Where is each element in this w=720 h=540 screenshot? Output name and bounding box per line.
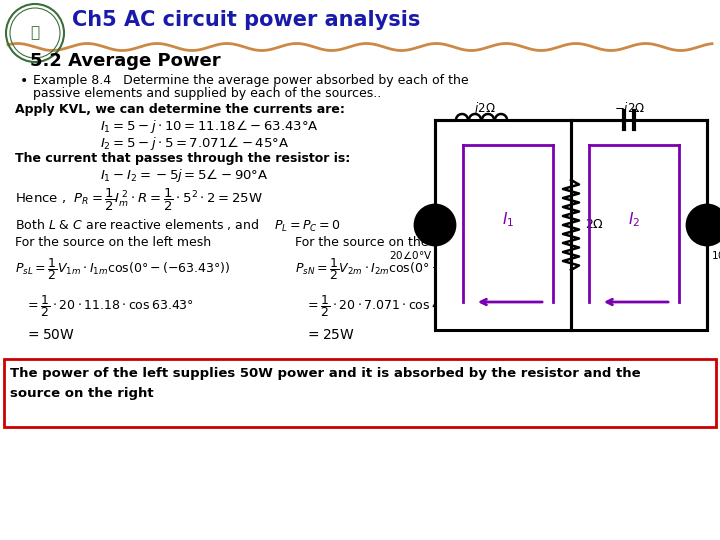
- Text: ⛰: ⛰: [30, 25, 40, 40]
- Text: $I_2$: $I_2$: [628, 211, 640, 229]
- Text: ~: ~: [703, 226, 711, 236]
- Text: Ch5 AC circuit power analysis: Ch5 AC circuit power analysis: [72, 10, 420, 30]
- Text: The current that passes through the resistor is:: The current that passes through the resi…: [15, 152, 350, 165]
- Text: Both $L$ & $C$ are reactive elements , and    $P_L = P_C = 0$: Both $L$ & $C$ are reactive elements , a…: [15, 218, 341, 234]
- Text: passive elements and supplied by each of the sources..: passive elements and supplied by each of…: [33, 87, 382, 100]
- Text: For the source on the right mesh: For the source on the right mesh: [295, 236, 500, 249]
- Text: source on the right: source on the right: [10, 387, 153, 400]
- Bar: [435, 120, 707, 330]
- Text: The power of the left supplies 50W power and it is absorbed by the resistor and : The power of the left supplies 50W power…: [10, 367, 641, 380]
- Text: For the source on the left mesh: For the source on the left mesh: [15, 236, 211, 249]
- Text: 5.2 Average Power: 5.2 Average Power: [30, 52, 220, 70]
- Text: Apply KVL, we can determine the currents are:: Apply KVL, we can determine the currents…: [15, 103, 345, 116]
- Text: $-j2\Omega$: $-j2\Omega$: [614, 100, 646, 117]
- Text: $I_2 = 5 - j \cdot 5 = 7.071\angle -45°\rm{A}$: $I_2 = 5 - j \cdot 5 = 7.071\angle -45°\…: [100, 135, 289, 152]
- Text: $= \dfrac{1}{2} \cdot 20 \cdot 11.18 \cdot \cos 63.43°$: $= \dfrac{1}{2} \cdot 20 \cdot 11.18 \cd…: [25, 293, 194, 319]
- Text: $I_1$: $I_1$: [502, 211, 514, 229]
- Text: $I_1 = 5 - j \cdot 10 = 11.18\angle -63.43°\rm{A}$: $I_1 = 5 - j \cdot 10 = 11.18\angle -63.…: [100, 118, 319, 135]
- Text: $j2\Omega$: $j2\Omega$: [472, 100, 495, 117]
- Text: $P_{sN} = \dfrac{1}{2} V_{2m} \cdot I_{2m} \cos(0° - (-45°))$: $P_{sN} = \dfrac{1}{2} V_{2m} \cdot I_{2…: [295, 256, 492, 282]
- Text: Hence ,  $P_R = \dfrac{1}{2}I_m^{\,2} \cdot R = \dfrac{1}{2} \cdot 5^2 \cdot 2 =: Hence , $P_R = \dfrac{1}{2}I_m^{\,2} \cd…: [15, 187, 263, 213]
- Text: $20\angle 0°\rm{V}$: $20\angle 0°\rm{V}$: [389, 249, 432, 261]
- Circle shape: [415, 205, 455, 245]
- Text: $P_{sL} = \dfrac{1}{2} V_{1m} \cdot I_{1m} \cos(0° - (-63.43°))$: $P_{sL} = \dfrac{1}{2} V_{1m} \cdot I_{1…: [15, 256, 230, 282]
- Text: +: +: [430, 213, 441, 226]
- Text: +: +: [702, 213, 712, 226]
- Text: $2\Omega$: $2\Omega$: [585, 219, 604, 232]
- Circle shape: [687, 205, 720, 245]
- Text: Example 8.4   Determine the average power absorbed by each of the: Example 8.4 Determine the average power …: [33, 74, 469, 87]
- Text: $= \dfrac{1}{2} \cdot 20 \cdot 7.071 \cdot \cos 45°$: $= \dfrac{1}{2} \cdot 20 \cdot 7.071 \cd…: [305, 293, 454, 319]
- Text: •: •: [20, 74, 28, 88]
- Text: $10\angle 0°\rm{V}$: $10\angle 0°\rm{V}$: [711, 249, 720, 261]
- Text: $I_1 - I_2 = -5j = 5\angle -90°\rm{A}$: $I_1 - I_2 = -5j = 5\angle -90°\rm{A}$: [100, 167, 269, 184]
- Text: ~: ~: [431, 226, 440, 236]
- Text: $= 50\rm{W}$: $= 50\rm{W}$: [25, 328, 75, 342]
- Bar: [4, 359, 716, 427]
- Text: $= 25\rm{W}$: $= 25\rm{W}$: [305, 328, 355, 342]
